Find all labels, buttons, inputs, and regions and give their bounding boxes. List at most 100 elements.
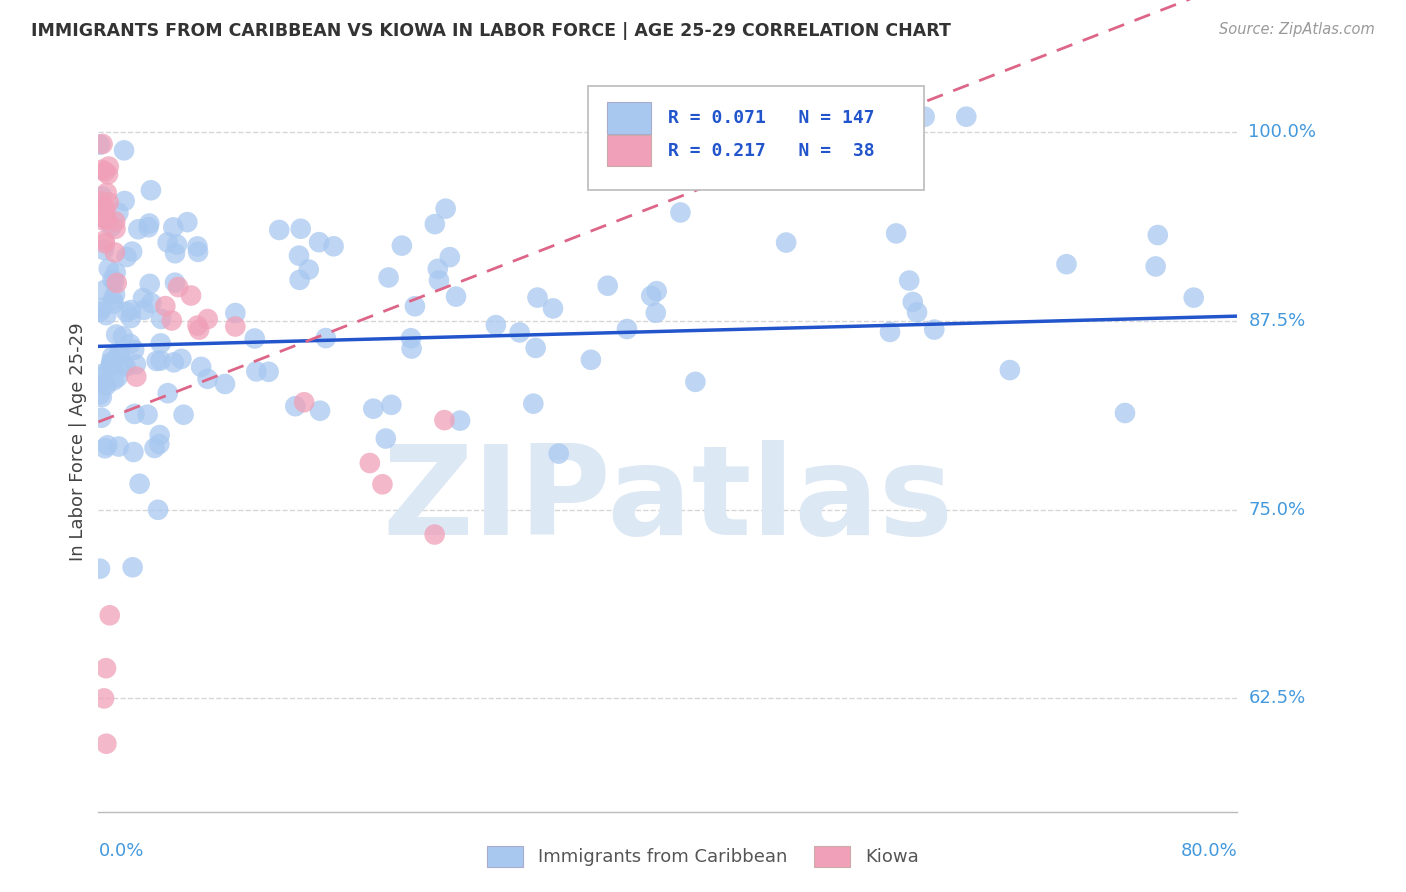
Point	[173, 408, 195, 422]
Point	[104, 214, 127, 228]
Point	[105, 276, 128, 290]
Point	[94, 377, 117, 392]
Point	[121, 244, 143, 259]
Point	[100, 359, 122, 373]
Point	[243, 331, 266, 345]
Point	[150, 312, 173, 326]
Point	[120, 310, 142, 325]
Point	[101, 357, 124, 371]
Point	[93, 243, 115, 257]
Point	[90, 211, 112, 225]
Point	[322, 239, 344, 253]
Point	[1056, 257, 1078, 271]
Point	[361, 401, 384, 416]
Point	[112, 144, 135, 158]
Point	[105, 327, 128, 342]
Point	[132, 291, 155, 305]
Text: Source: ZipAtlas.com: Source: ZipAtlas.com	[1219, 22, 1375, 37]
Point	[156, 386, 179, 401]
Point	[371, 477, 394, 491]
Point	[89, 137, 111, 152]
Point	[125, 369, 148, 384]
Text: 100.0%: 100.0%	[1249, 123, 1316, 141]
Text: 62.5%: 62.5%	[1249, 690, 1306, 707]
Bar	[607, 135, 651, 166]
Point	[166, 237, 188, 252]
Bar	[607, 103, 651, 134]
Point	[96, 378, 118, 392]
Point	[190, 359, 212, 374]
Point	[224, 306, 246, 320]
Point	[640, 289, 662, 303]
Point	[163, 355, 186, 369]
Text: 87.5%: 87.5%	[1249, 311, 1306, 330]
Point	[139, 183, 162, 197]
Point	[423, 527, 446, 541]
Point	[124, 407, 146, 421]
Point	[522, 397, 544, 411]
Point	[167, 280, 190, 294]
Point	[423, 217, 446, 231]
Point	[120, 337, 142, 351]
Point	[186, 318, 208, 333]
Point	[149, 336, 172, 351]
Point	[401, 342, 423, 356]
Point	[197, 312, 219, 326]
Point	[541, 301, 564, 316]
Point	[96, 212, 118, 227]
Point	[509, 326, 531, 340]
Point	[905, 305, 928, 319]
Point	[132, 302, 155, 317]
Point	[103, 296, 125, 310]
Point	[188, 323, 211, 337]
Point	[89, 387, 111, 401]
Point	[114, 359, 136, 374]
Point	[879, 325, 901, 339]
Point	[290, 221, 312, 235]
Point	[170, 351, 193, 366]
Point	[100, 219, 122, 234]
Point	[579, 352, 602, 367]
Point	[111, 329, 134, 343]
Text: 0.0%: 0.0%	[98, 842, 143, 860]
Point	[547, 447, 569, 461]
Point	[685, 375, 707, 389]
Point	[98, 608, 121, 623]
Point	[245, 364, 267, 378]
Point	[101, 272, 124, 286]
Point	[187, 244, 209, 259]
Point	[901, 295, 924, 310]
Point	[288, 273, 311, 287]
Point	[149, 428, 172, 442]
Point	[616, 322, 638, 336]
Point	[146, 503, 169, 517]
Point	[107, 440, 129, 454]
Point	[96, 212, 118, 227]
Point	[97, 168, 120, 182]
Point	[614, 163, 637, 178]
Point	[269, 223, 291, 237]
Point	[90, 162, 112, 177]
Point	[485, 318, 508, 332]
Point	[91, 136, 114, 151]
Point	[93, 202, 115, 216]
Point	[1144, 260, 1167, 274]
Point	[439, 250, 461, 264]
Point	[176, 215, 198, 229]
Point	[108, 345, 131, 359]
Point	[96, 186, 118, 200]
Point	[434, 202, 457, 216]
FancyBboxPatch shape	[588, 87, 924, 190]
Point	[115, 250, 138, 264]
Point	[136, 408, 159, 422]
Point	[114, 194, 136, 208]
Text: R = 0.217   N =  38: R = 0.217 N = 38	[668, 142, 875, 160]
Point	[90, 189, 112, 203]
Point	[924, 322, 946, 336]
Point	[309, 403, 332, 417]
Point	[101, 350, 124, 364]
Point	[257, 365, 280, 379]
Point	[97, 160, 120, 174]
Point	[526, 291, 548, 305]
Point	[94, 164, 117, 178]
